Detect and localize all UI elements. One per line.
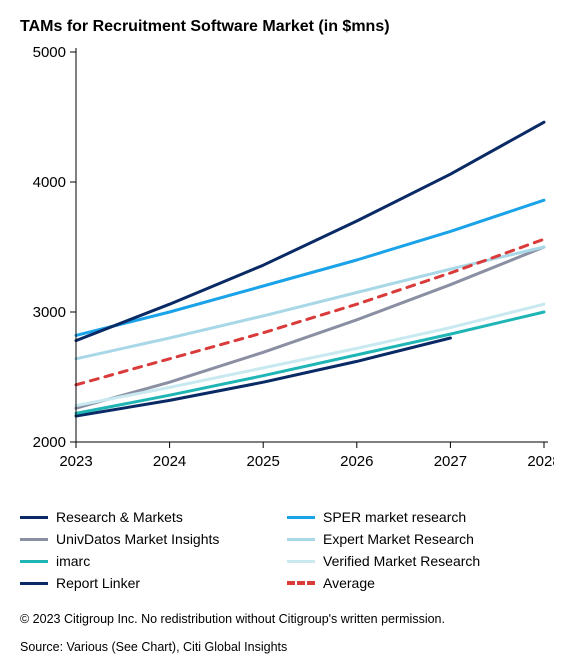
legend-swatch xyxy=(20,560,48,563)
legend-label: Research & Markets xyxy=(56,509,183,525)
chart-title: TAMs for Recruitment Software Market (in… xyxy=(20,18,554,36)
legend-item: SPER market research xyxy=(287,506,554,528)
y-tick-label: 3000 xyxy=(33,304,66,321)
legend-item: Report Linker xyxy=(20,572,287,594)
chart-svg: 2000 3000 4000 5000 2023 2024 2025 2026 2027 2028 xyxy=(20,42,554,502)
legend-label: UnivDatos Market Insights xyxy=(56,531,219,547)
x-tick-label: 2026 xyxy=(340,453,373,470)
y-tick-label: 4000 xyxy=(33,174,66,191)
x-tick-label: 2023 xyxy=(59,453,92,470)
legend-label: Report Linker xyxy=(56,575,140,591)
legend-swatch xyxy=(20,516,48,519)
x-tick-label: 2027 xyxy=(434,453,467,470)
legend-label: Average xyxy=(323,575,375,591)
legend-item: imarc xyxy=(20,550,287,572)
legend-item: Verified Market Research xyxy=(287,550,554,572)
legend-swatch xyxy=(287,516,315,519)
legend-label: Verified Market Research xyxy=(323,553,480,569)
x-tick-label: 2028 xyxy=(527,453,554,470)
y-tick-label: 2000 xyxy=(33,434,66,451)
legend-label: SPER market research xyxy=(323,509,466,525)
x-tick-label: 2024 xyxy=(153,453,186,470)
legend-swatch xyxy=(20,582,48,585)
legend-item: UnivDatos Market Insights xyxy=(20,528,287,550)
series-line xyxy=(76,312,544,413)
series-line xyxy=(76,247,544,359)
series-line xyxy=(76,122,544,340)
legend-item: Research & Markets xyxy=(20,506,287,528)
legend-item: Expert Market Research xyxy=(287,528,554,550)
legend-swatch xyxy=(287,560,315,563)
legend-swatch xyxy=(20,538,48,541)
legend: Research & Markets SPER market research Un… xyxy=(20,506,554,594)
source-text: Source: Various (See Chart), Citi Global… xyxy=(20,640,554,654)
legend-swatch xyxy=(287,538,315,541)
copyright-text: © 2023 Citigroup Inc. No redistribution … xyxy=(20,612,554,626)
line-chart: 2000 3000 4000 5000 2023 2024 2025 2026 2027 2028 xyxy=(20,42,554,502)
page: TAMs for Recruitment Software Market (in… xyxy=(0,0,574,664)
legend-label: Expert Market Research xyxy=(323,531,474,547)
x-tick-label: 2025 xyxy=(247,453,280,470)
legend-swatch xyxy=(287,581,315,585)
y-tick-label: 5000 xyxy=(33,44,66,61)
series-line xyxy=(76,200,544,335)
legend-label: imarc xyxy=(56,553,90,569)
legend-item: Average xyxy=(287,572,554,594)
